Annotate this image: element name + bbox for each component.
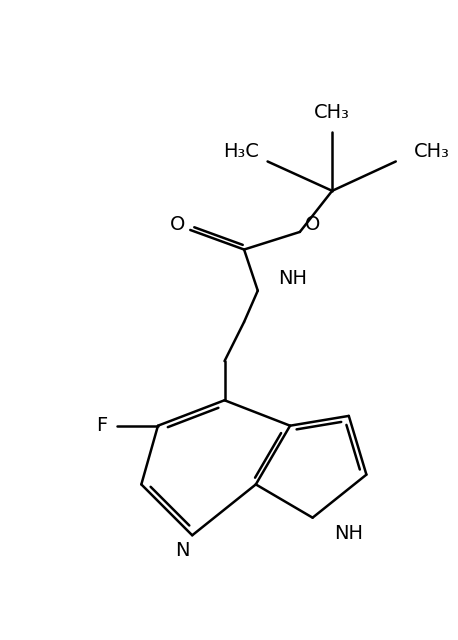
Text: F: F (97, 416, 108, 435)
Text: N: N (175, 541, 190, 561)
Text: NH: NH (334, 524, 363, 543)
Text: CH₃: CH₃ (414, 142, 450, 161)
Text: CH₃: CH₃ (314, 103, 350, 122)
Text: O: O (305, 214, 320, 234)
Text: NH: NH (278, 269, 307, 289)
Text: H₃C: H₃C (223, 142, 259, 161)
Text: O: O (170, 214, 185, 234)
